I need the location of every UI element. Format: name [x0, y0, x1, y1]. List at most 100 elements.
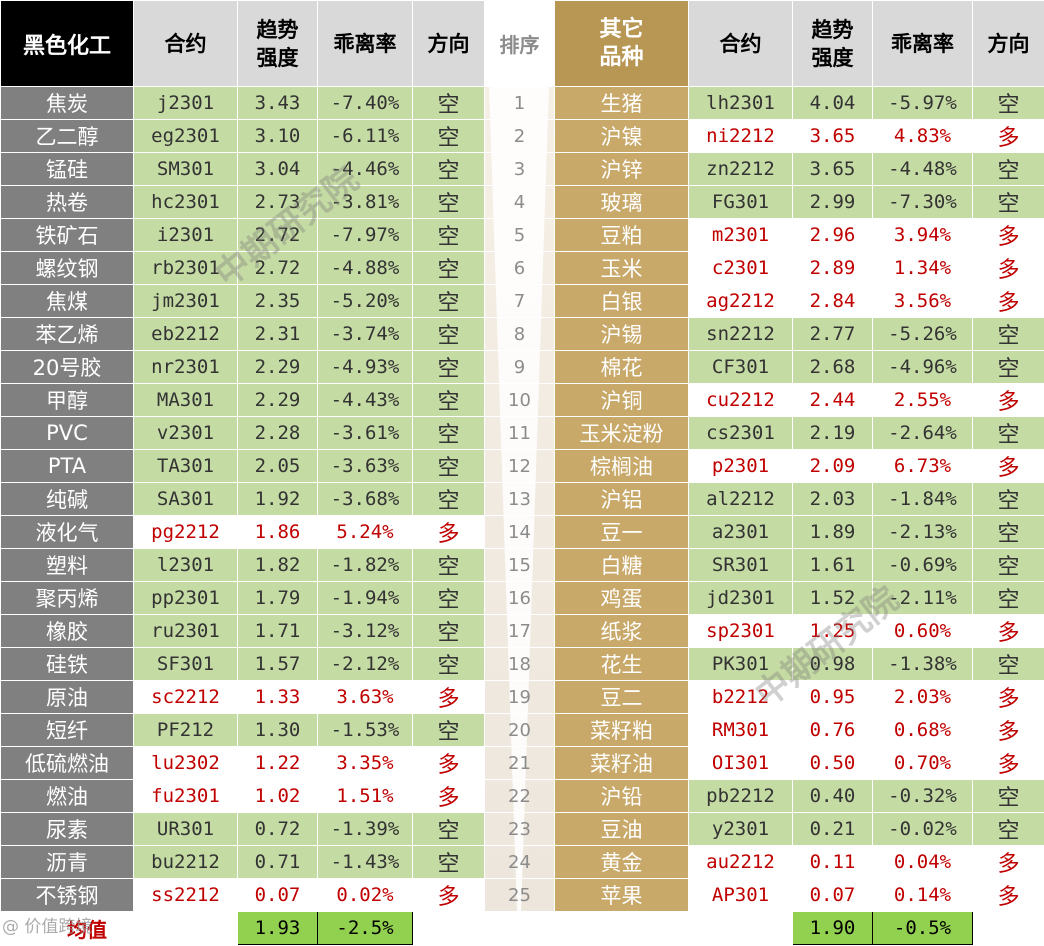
product-name: 苯乙烯: [0, 317, 134, 351]
contract-code: PK301: [688, 647, 793, 681]
deviation-rate: 1.34%: [872, 251, 973, 285]
trend-strength: 2.72: [237, 251, 318, 285]
table-row: 螺纹钢 rb2301 2.72 -4.88% 空: [0, 251, 485, 285]
product-name: 沪铅: [554, 779, 689, 813]
trend-strength: 1.57: [237, 647, 318, 681]
table-row: 棉花 CF301 2.68 -4.96% 空: [554, 350, 1044, 384]
trend-strength: 2.19: [792, 416, 873, 450]
rank-number: 21: [484, 746, 555, 780]
table-row: 菜籽油 OI301 0.50 0.70% 多: [554, 746, 1044, 780]
trend-strength: 2.44: [792, 383, 873, 417]
trend-strength: 3.10: [237, 119, 318, 153]
right-category-header: 其它 品种: [554, 0, 689, 87]
table-row: 锰硅 SM301 3.04 -4.46% 空: [0, 152, 485, 186]
contract-code: bu2212: [133, 845, 238, 879]
deviation-rate: 5.24%: [317, 515, 413, 549]
rank-number: 2: [484, 119, 555, 153]
average-empty: [133, 911, 238, 945]
contract-code: hc2301: [133, 185, 238, 219]
deviation-rate: 3.35%: [317, 746, 413, 780]
table-row: 沪铜 cu2212 2.44 2.55% 多: [554, 383, 1044, 417]
table-row: 菜籽粕 RM301 0.76 0.68% 多: [554, 713, 1044, 747]
direction: 空: [412, 185, 485, 219]
product-name: 豆二: [554, 680, 689, 714]
deviation-rate: 0.60%: [872, 614, 973, 648]
direction: 多: [972, 449, 1044, 483]
rank-row: 9: [484, 350, 555, 384]
table-row: 豆粕 m2301 2.96 3.94% 多: [554, 218, 1044, 252]
contract-code: b2212: [688, 680, 793, 714]
deviation-rate: -0.69%: [872, 548, 973, 582]
product-name: 甲醇: [0, 383, 134, 417]
trend-strength: 2.31: [237, 317, 318, 351]
direction: 空: [972, 317, 1044, 351]
contract-code: v2301: [133, 416, 238, 450]
deviation-header: 乖离率: [317, 0, 413, 87]
trend-strength: 1.02: [237, 779, 318, 813]
direction: 空: [412, 812, 485, 846]
deviation-rate: -4.96%: [872, 350, 973, 384]
rank-number: 25: [484, 878, 555, 912]
trend-strength: 1.86: [237, 515, 318, 549]
product-name: 白银: [554, 284, 689, 318]
table-row: PTA TA301 2.05 -3.63% 空: [0, 449, 485, 483]
direction: 空: [412, 614, 485, 648]
rank-number: 9: [484, 350, 555, 384]
contract-code: ni2212: [688, 119, 793, 153]
rank-row: 4: [484, 185, 555, 219]
direction: 多: [972, 383, 1044, 417]
rank-row: 23: [484, 812, 555, 846]
direction: 空: [972, 581, 1044, 615]
rank-row: 5: [484, 218, 555, 252]
deviation-rate: -7.97%: [317, 218, 413, 252]
rank-number: 11: [484, 416, 555, 450]
table-row: 硅铁 SF301 1.57 -2.12% 空: [0, 647, 485, 681]
rank-row: 7: [484, 284, 555, 318]
deviation-header: 乖离率: [872, 0, 973, 87]
direction: 多: [412, 746, 485, 780]
contract-code: RM301: [688, 713, 793, 747]
direction: 空: [412, 317, 485, 351]
contract-code: FG301: [688, 185, 793, 219]
product-name: 尿素: [0, 812, 134, 846]
product-name: 豆油: [554, 812, 689, 846]
table-row: 尿素 UR301 0.72 -1.39% 空: [0, 812, 485, 846]
table-row: 白糖 SR301 1.61 -0.69% 空: [554, 548, 1044, 582]
direction: 空: [412, 152, 485, 186]
trend-strength: 2.05: [237, 449, 318, 483]
contract-code: pp2301: [133, 581, 238, 615]
trend-strength: 3.65: [792, 152, 873, 186]
product-name: 纸浆: [554, 614, 689, 648]
deviation-rate: 6.73%: [872, 449, 973, 483]
product-name: 焦煤: [0, 284, 134, 318]
trend-strength: 0.21: [792, 812, 873, 846]
contract-code: jm2301: [133, 284, 238, 318]
contract-code: fu2301: [133, 779, 238, 813]
rank-row: 15: [484, 548, 555, 582]
product-name: 玉米淀粉: [554, 416, 689, 450]
trend-strength: 2.72: [237, 218, 318, 252]
deviation-rate: 3.94%: [872, 218, 973, 252]
rank-header-row: 排序: [484, 0, 555, 87]
product-name: 塑料: [0, 548, 134, 582]
contract-code: pb2212: [688, 779, 793, 813]
direction: 多: [412, 878, 485, 912]
rank-number: 15: [484, 548, 555, 582]
contract-header: 合约: [133, 0, 238, 87]
direction: 多: [972, 878, 1044, 912]
contract-code: OI301: [688, 746, 793, 780]
trend-strength: 0.76: [792, 713, 873, 747]
contract-code: SF301: [133, 647, 238, 681]
product-name: 低硫燃油: [0, 746, 134, 780]
direction: 空: [972, 350, 1044, 384]
average-label: 均值: [0, 911, 134, 945]
trend-strength: 1.92: [237, 482, 318, 516]
deviation-rate: -3.81%: [317, 185, 413, 219]
trend-line2: 强度: [811, 45, 854, 70]
direction-header: 方向: [412, 0, 485, 87]
deviation-rate: -2.11%: [872, 581, 973, 615]
direction: 空: [972, 185, 1044, 219]
rank-number: 8: [484, 317, 555, 351]
trend-strength: 0.98: [792, 647, 873, 681]
trend-strength: 2.03: [792, 482, 873, 516]
